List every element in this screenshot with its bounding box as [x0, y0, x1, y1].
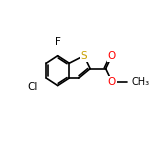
Text: CH₃: CH₃ [131, 77, 149, 87]
Text: F: F [55, 37, 61, 47]
Text: Cl: Cl [28, 82, 38, 92]
Text: S: S [81, 51, 87, 61]
Text: O: O [108, 51, 116, 61]
Text: O: O [108, 77, 116, 87]
